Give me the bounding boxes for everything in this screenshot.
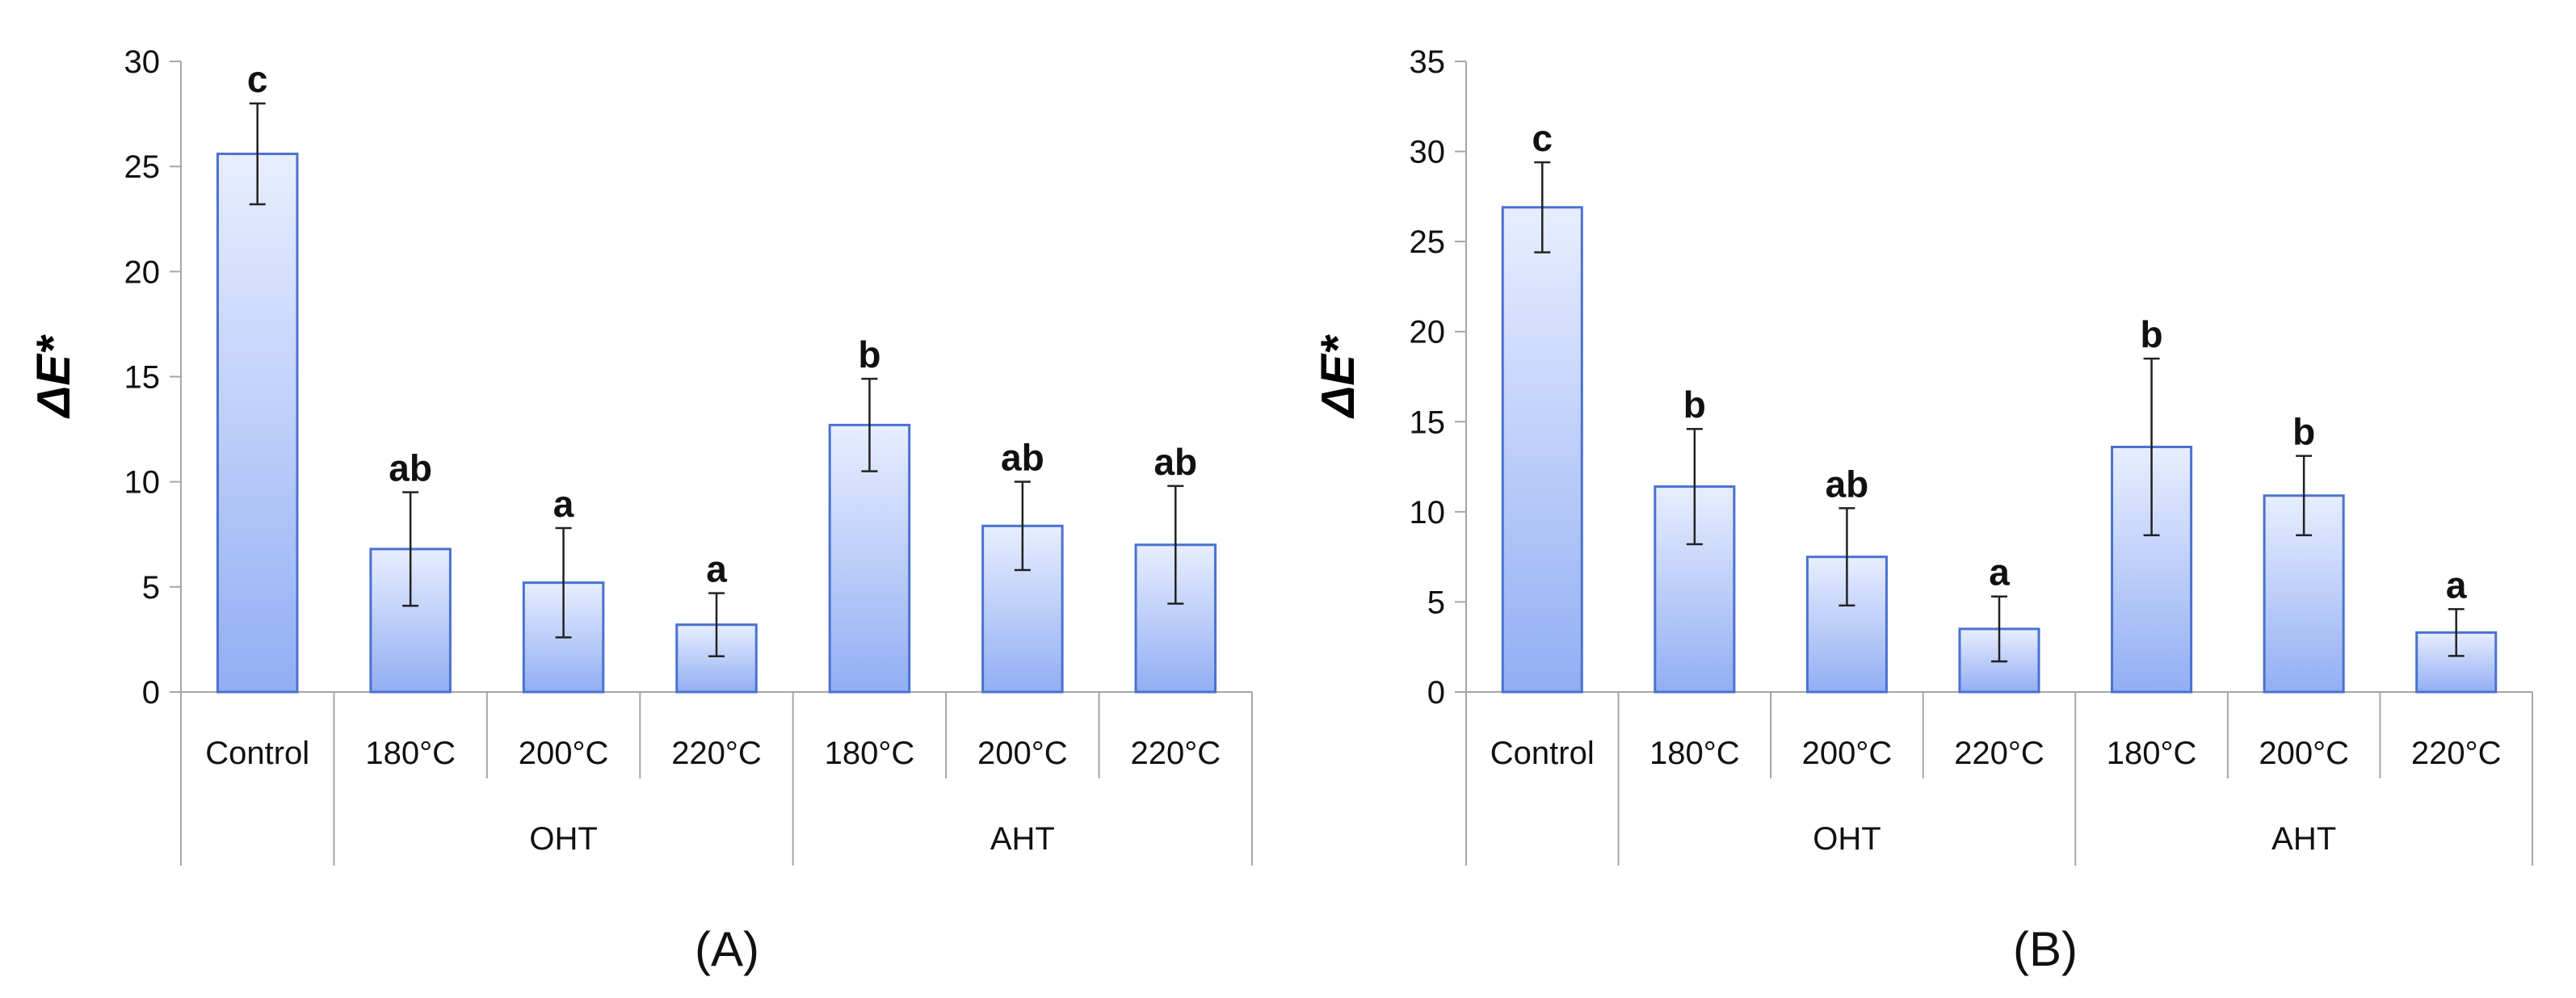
panel-b-significance-letter-3: ab (1826, 463, 1869, 505)
panel-b-category-label-4: 220°C (1954, 736, 2044, 771)
panel-a-bar-1 (216, 153, 299, 694)
panel-a-significance-letter-4: a (706, 548, 727, 590)
panel-a-significance-letter-1: c (247, 58, 268, 100)
panel-b-significance-letter-4: a (1989, 551, 2010, 593)
panel-b-significance-letter-2: b (1683, 384, 1706, 426)
panel-b-chart: 05101520253035ΔE*cControlb180°Cab200°Ca2… (1312, 44, 2533, 866)
panel-b-category-label-2: 180°C (1649, 736, 1740, 771)
panel-b-significance-letter-6: b (2292, 411, 2315, 453)
panel-a-caption: (A) (695, 922, 759, 976)
panel-b-category-label-6: 200°C (2259, 736, 2349, 771)
panel-b-y-tick-label: 0 (1427, 675, 1445, 711)
panel-a-group-label-1: OHT (529, 821, 597, 857)
panel-a-y-tick-label: 10 (124, 465, 161, 501)
panel-b-significance-letter-1: c (1532, 117, 1553, 159)
panel-b-category-label-5: 180°C (2107, 736, 2197, 771)
panel-a-y-tick-label: 20 (124, 254, 161, 290)
panel-b-bar-1 (1501, 206, 1583, 694)
panel-a-category-label-6: 200°C (977, 736, 1068, 771)
panel-a-bar-7 (1134, 543, 1217, 694)
panel-a-category-label-7: 220°C (1130, 736, 1221, 771)
panel-a-category-label-3: 200°C (519, 736, 609, 771)
panel-b-category-label-7: 220°C (2411, 736, 2502, 771)
panel-b-y-tick-label: 30 (1410, 135, 1446, 170)
panel-a-significance-letter-5: b (858, 333, 880, 375)
panel-a-significance-letter-2: ab (389, 447, 432, 489)
panel-b-significance-letter-5: b (2141, 313, 2163, 355)
panel-a-category-label-1: Control (205, 736, 309, 771)
panel-b-y-tick-label: 5 (1427, 585, 1445, 620)
panel-b-y-tick-label: 35 (1410, 44, 1446, 80)
panel-b-group-label-1: OHT (1813, 821, 1881, 857)
panel-b-y-tick-label: 10 (1410, 495, 1446, 530)
panel-a-y-tick-label: 5 (142, 570, 160, 606)
panel-b-y-tick-label: 15 (1410, 405, 1446, 440)
panel-a-y-axis-title: ΔE* (27, 334, 80, 419)
panel-b-y-tick-label: 20 (1410, 315, 1446, 350)
panel-a-category-label-4: 220°C (671, 736, 762, 771)
panel-a-bar-4 (675, 623, 758, 694)
panel-a-y-tick-label: 15 (124, 360, 161, 396)
panel-a-y-tick-label: 25 (124, 149, 161, 185)
panel-a-chart: 0 5 10 15 20 25 30 ΔE* c Control ab 180°C a 200°C a 220… (27, 44, 1253, 866)
panel-a-significance-letter-7: ab (1154, 441, 1197, 483)
panel-b-category-label-1: Control (1490, 736, 1595, 771)
panel-a-significance-letter-6: ab (1001, 437, 1044, 479)
panel-b-caption: (B) (2013, 922, 2078, 976)
panel-a-y-tick-label: 30 (124, 44, 161, 80)
panel-b-category-label-3: 200°C (1802, 736, 1893, 771)
panel-a-group-label-2: AHT (990, 821, 1055, 857)
panel-a-y-tick-label: 0 (142, 675, 160, 711)
panel-b-significance-letter-7: a (2446, 564, 2467, 606)
panel-b-y-tick-label: 25 (1410, 224, 1446, 260)
panel-b-y-axis-title: ΔE* (1312, 334, 1364, 419)
panel-a-category-label-2: 180°C (365, 736, 456, 771)
panel-b-group-label-2: AHT (2271, 821, 2336, 857)
panel-a-significance-letter-3: a (553, 483, 574, 525)
panel-a-category-label-5: 180°C (825, 736, 915, 771)
